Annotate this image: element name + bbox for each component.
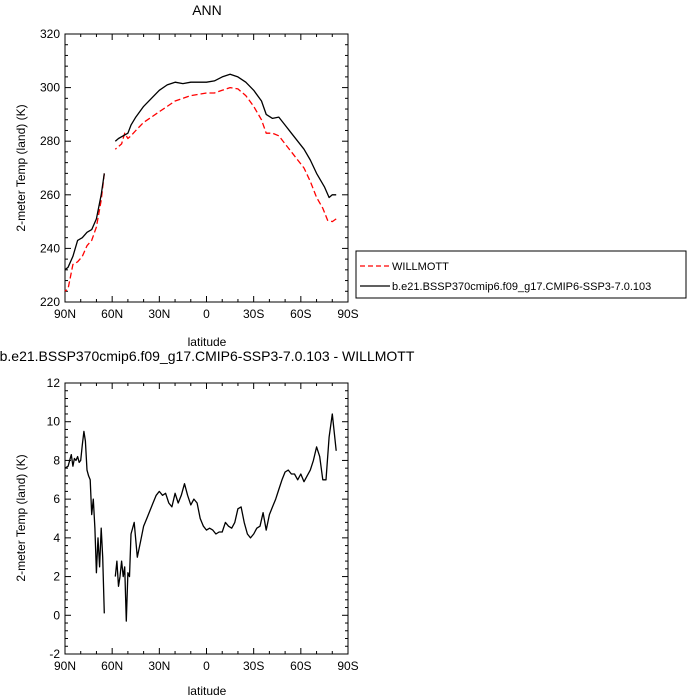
- y-tick-label: 320: [40, 27, 60, 41]
- y-tick-label: 2: [53, 570, 60, 584]
- x-tick-label: 60N: [101, 659, 123, 673]
- x-tick-label: 30N: [148, 659, 170, 673]
- y-tick-label: -2: [49, 647, 60, 661]
- bottom-y-axis-label: 2-meter Temp (land) (K): [14, 454, 28, 581]
- legend-label-model: b.e21.BSSP370cmip6.f09_g17.CMIP6-SSP3-7.…: [392, 281, 651, 293]
- top-plot-area: 90N 60N 30N 0 30S 60S 90S 220 240 260 280 300 320: [40, 27, 359, 321]
- top-x-axis-label: latitude: [188, 335, 227, 349]
- x-tick-label: 30S: [243, 307, 264, 321]
- series-line-0-1-1: [64, 173, 105, 271]
- y-tick-label: 12: [47, 376, 61, 390]
- top-panel: ANN 90N 60N 30N 0 30S 60S 90S 220 240 260 280 300 32…: [14, 2, 687, 349]
- x-tick-label: 90N: [54, 659, 76, 673]
- top-y-axis-label: 2-meter Temp (land) (K): [14, 104, 28, 231]
- x-tick-label: 30N: [148, 307, 170, 321]
- series-line-0-0-0: [114, 86, 337, 223]
- x-tick-label: 30S: [243, 659, 264, 673]
- top-chart-title: ANN: [192, 2, 222, 18]
- y-tick-label: 8: [53, 453, 60, 467]
- bottom-chart-title: b.e21.BSSP370cmip6.f09_g17.CMIP6-SSP3-7.…: [0, 348, 415, 364]
- series-line-1-0-0: [114, 413, 337, 622]
- x-tick-label: 90S: [337, 659, 358, 673]
- legend-box: [355, 250, 687, 299]
- series-line-0-1-0: [114, 73, 337, 199]
- y-tick-label: 260: [40, 188, 60, 202]
- bottom-plot-area: 90N 60N 30N 0 30S 60S 90S -2 0 2 4 6 8 10 12: [47, 376, 359, 673]
- y-tick-label: 10: [47, 415, 61, 429]
- bottom-x-axis-label: latitude: [188, 684, 227, 698]
- x-tick-label: 60N: [101, 307, 123, 321]
- x-tick-label: 60S: [290, 659, 311, 673]
- plot-frame-1: [64, 382, 349, 655]
- y-tick-label: 0: [53, 608, 60, 622]
- x-tick-label: 0: [203, 659, 210, 673]
- y-tick-label: 6: [53, 492, 60, 506]
- x-tick-label: 60S: [290, 307, 311, 321]
- series-line-0-0-1: [64, 173, 105, 292]
- legend: WILLMOTT b.e21.BSSP370cmip6.f09_g17.CMIP…: [355, 250, 687, 299]
- y-tick-label: 4: [53, 531, 60, 545]
- y-tick-label: 220: [40, 295, 60, 309]
- x-tick-label: 90N: [54, 307, 76, 321]
- x-tick-label: 90S: [337, 307, 358, 321]
- bottom-panel: b.e21.BSSP370cmip6.f09_g17.CMIP6-SSP3-7.…: [0, 348, 415, 698]
- x-tick-label: 0: [203, 307, 210, 321]
- y-tick-label: 300: [40, 81, 60, 95]
- legend-label-willmott: WILLMOTT: [392, 261, 449, 273]
- y-tick-label: 240: [40, 241, 60, 255]
- y-tick-label: 280: [40, 134, 60, 148]
- series-line-1-0-1: [64, 430, 105, 614]
- plot-frame-0: [64, 33, 349, 303]
